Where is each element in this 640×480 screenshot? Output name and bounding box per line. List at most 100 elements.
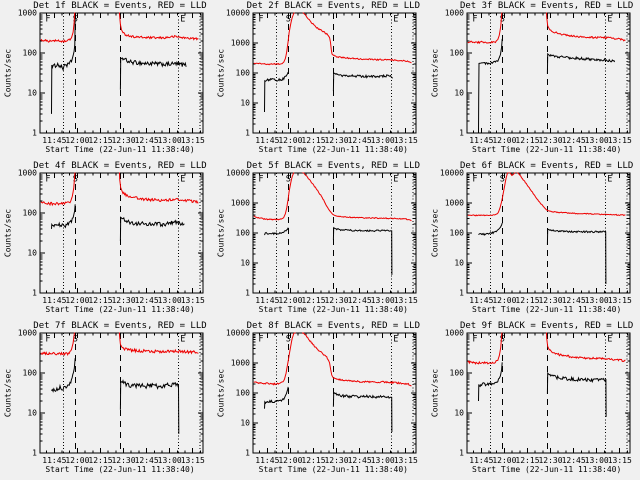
flag-letter-S: S <box>499 15 504 25</box>
plot-det-8f: F S E11:4512:0012:1512:3012:4513:0013:1511… <box>226 329 418 466</box>
axes-frame-and-ticks <box>252 332 417 454</box>
x-tick-label: 11:45 <box>256 136 280 145</box>
x-tick-label: 12:30 <box>111 456 135 465</box>
plot-det-4f: F S E11:4512:0012:1512:3012:4513:0013:1511… <box>18 169 205 306</box>
y-tick-label: 1000 <box>18 9 37 18</box>
panel-title: Det 6f BLACK = Events, RED = LLD <box>459 161 634 171</box>
x-tick-label: 12:15 <box>302 296 326 305</box>
x-axis-label: Start Time (22-Jun-11 11:38:40) <box>472 465 622 474</box>
flag-letter-E: E <box>607 15 612 25</box>
plot-frame <box>39 332 204 454</box>
y-axis-label: Counts/sec <box>216 48 226 98</box>
events-curve <box>264 71 289 113</box>
lld-curve <box>467 172 626 217</box>
x-tick-label: 11:45 <box>256 456 280 465</box>
axes-frame-and-ticks <box>252 12 417 134</box>
axes-frame-and-ticks <box>466 12 631 134</box>
event-marker-lines <box>276 13 414 133</box>
y-tick-label: 1000 <box>444 199 463 208</box>
lld-curve <box>253 172 413 222</box>
y-tick-label: 10 <box>454 89 464 98</box>
plot-det-7f: F S E11:4512:0012:1512:3012:4513:0013:1511… <box>18 329 205 466</box>
x-tick-label: 11:45 <box>469 296 493 305</box>
flag-letter-F: F <box>259 335 264 345</box>
y-tick-label: 100 <box>236 229 251 238</box>
axes-frame-and-ticks <box>466 332 631 454</box>
y-axis-label: Counts/sec <box>430 368 440 418</box>
x-tick-label: 13:15 <box>394 456 418 465</box>
flag-letter-S: S <box>73 335 78 345</box>
panel-title: Det 9f BLACK = Events, RED = LLD <box>459 321 634 331</box>
y-axis-label: Counts/sec <box>3 48 13 98</box>
x-tick-label: 12:45 <box>561 296 585 305</box>
axes-frame-and-ticks <box>39 332 204 454</box>
lld-curve <box>467 332 626 365</box>
y-tick-label: 100 <box>23 369 38 378</box>
flag-letter-E: E <box>180 175 185 185</box>
flag-letter-E: E <box>394 15 399 25</box>
panel-title: Det 3f BLACK = Events, RED = LLD <box>459 1 634 11</box>
x-tick-label: 12:45 <box>561 456 585 465</box>
x-tick-label: 12:00 <box>279 456 303 465</box>
y-tick-label: 1 <box>32 449 37 458</box>
x-tick-label: 12:00 <box>279 296 303 305</box>
flag-letter-E: E <box>394 175 399 185</box>
y-tick-label: 1000 <box>444 329 463 338</box>
events-curve <box>546 228 607 285</box>
flag-letter-F: F <box>259 15 264 25</box>
event-marker-lines <box>276 333 414 453</box>
x-tick-label: 12:15 <box>302 456 326 465</box>
x-tick-label: 11:45 <box>469 136 493 145</box>
panel-title: Det 5f BLACK = Events, RED = LLD <box>246 161 421 171</box>
flag-letter-S: S <box>499 335 504 345</box>
x-tick-label: 12:00 <box>65 296 89 305</box>
x-axis-label: Start Time (22-Jun-11 11:38:40) <box>258 305 408 314</box>
x-tick-label: 13:00 <box>158 296 182 305</box>
axes-frame-and-ticks <box>466 172 631 294</box>
x-tick-label: 12:45 <box>348 136 372 145</box>
panel-det-7f: F S E 11:45 12:00 12:15 12:30 12:45 13:00 13:15 1 1… <box>0 320 213 480</box>
y-tick-label: 1 <box>246 289 251 298</box>
y-tick-label: 10 <box>241 99 251 108</box>
event-marker-lines <box>276 173 414 293</box>
x-tick-label: 13:00 <box>371 456 395 465</box>
y-axis-label: Counts/sec <box>216 208 226 258</box>
x-tick-label: 12:00 <box>65 136 89 145</box>
lld-curve <box>40 172 199 207</box>
events-curve <box>333 391 393 433</box>
x-tick-label: 11:45 <box>469 456 493 465</box>
x-tick-label: 12:15 <box>88 296 112 305</box>
events-curve <box>119 379 180 434</box>
y-tick-label: 10 <box>27 249 37 258</box>
flag-letter-F: F <box>472 175 477 185</box>
lld-curve <box>40 12 199 44</box>
events-curve <box>119 57 187 90</box>
x-tick-label: 12:00 <box>492 136 516 145</box>
y-tick-label: 1000 <box>444 9 463 18</box>
x-tick-label: 12:00 <box>492 456 516 465</box>
y-axis-label: Counts/sec <box>3 368 13 418</box>
events-curve <box>264 386 290 409</box>
events-curve <box>477 38 503 134</box>
x-tick-label: 12:30 <box>538 456 562 465</box>
flag-letter-F: F <box>472 15 477 25</box>
x-tick-label: 13:00 <box>584 456 608 465</box>
x-axis-label: Start Time (22-Jun-11 11:38:40) <box>258 145 408 154</box>
flag-letter-S: S <box>286 175 291 185</box>
plot-frame <box>466 12 631 134</box>
plot-det-5f: F S E11:4512:0012:1512:3012:4513:0013:1511… <box>226 169 418 306</box>
lld-curve <box>467 12 626 45</box>
x-tick-label: 13:00 <box>371 296 395 305</box>
x-axis-label: Start Time (22-Jun-11 11:38:40) <box>45 305 195 314</box>
flag-letter-F: F <box>45 15 50 25</box>
panel-title: Det 7f BLACK = Events, RED = LLD <box>33 321 207 331</box>
x-tick-label: 12:45 <box>348 456 372 465</box>
